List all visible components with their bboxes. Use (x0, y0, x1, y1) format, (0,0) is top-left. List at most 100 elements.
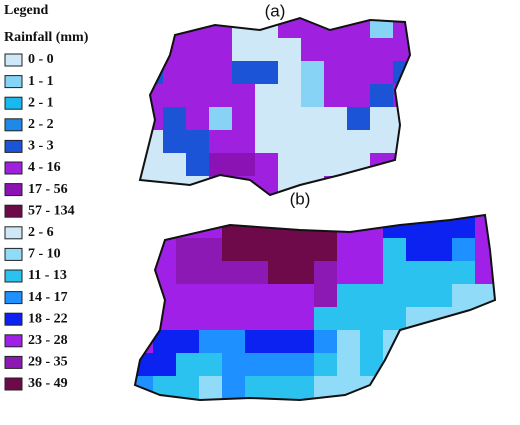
legend-label: 23 - 28 (28, 333, 68, 348)
map-cell (222, 376, 246, 400)
legend-subtitle: Rainfall (mm) (4, 30, 89, 45)
map-cell (337, 261, 361, 285)
map-cell (222, 284, 246, 308)
map-cell (291, 376, 315, 400)
map-cell (452, 376, 476, 400)
map-cell (186, 84, 210, 108)
legend-swatch (4, 312, 23, 326)
map-cell (324, 176, 348, 195)
map-cell (222, 330, 246, 354)
legend-swatch (4, 226, 23, 240)
map-cell (429, 284, 453, 308)
legend-swatch (4, 377, 23, 391)
map-cell (268, 261, 292, 285)
map-cell (360, 261, 384, 285)
map-cell (163, 130, 187, 154)
map-cell (301, 38, 325, 62)
legend-swatch (4, 355, 23, 369)
map-cell (314, 376, 338, 400)
map-cell (452, 284, 476, 308)
map-cell (176, 353, 200, 377)
map-cell (314, 330, 338, 354)
map-cell (429, 215, 453, 239)
map-cell (199, 376, 223, 400)
map-cell (153, 307, 177, 331)
map-cell (255, 84, 279, 108)
legend-label: 1 - 1 (28, 74, 54, 89)
map-cell (255, 38, 279, 62)
map-cell (324, 84, 348, 108)
map-cell (199, 238, 223, 262)
map-cell (370, 107, 394, 131)
map-cell (301, 153, 325, 177)
legend-title: Legend (4, 3, 49, 18)
map-cell (314, 307, 338, 331)
panel-label: (a) (265, 1, 286, 20)
legend-label: 29 - 35 (28, 355, 68, 370)
map-cell (135, 215, 154, 239)
map-cell (383, 376, 407, 400)
map-cell (255, 130, 279, 154)
legend-swatch (4, 247, 23, 261)
map-cell (163, 84, 187, 108)
legend-swatch (4, 161, 23, 175)
map-cell (291, 307, 315, 331)
map-cell (360, 353, 384, 377)
map-cell (291, 261, 315, 285)
legend-swatch (4, 96, 23, 110)
map-cell (153, 215, 177, 239)
legend-swatch (4, 118, 23, 132)
map-cell (278, 38, 302, 62)
map-cell (222, 307, 246, 331)
map-cell (393, 153, 410, 177)
map-cell (393, 176, 410, 195)
map-cell (291, 238, 315, 262)
map-cell (406, 215, 430, 239)
map-cell (232, 153, 256, 177)
map-cell (429, 353, 453, 377)
map-cell (163, 153, 187, 177)
map-cell (452, 353, 476, 377)
map-cell (140, 38, 164, 62)
map-cell (135, 330, 154, 354)
legend-label: 4 - 16 (28, 160, 61, 175)
map-cell (245, 238, 269, 262)
map-cell (140, 61, 164, 85)
legend-label: 0 - 0 (28, 52, 54, 67)
map-cell (245, 284, 269, 308)
map-cell (209, 153, 233, 177)
map-cell (176, 399, 200, 400)
map-cell (429, 376, 453, 400)
map-cell (347, 61, 371, 85)
map-cell (337, 238, 361, 262)
map-cell (475, 307, 495, 331)
map-cell (475, 238, 495, 262)
map-cell (383, 238, 407, 262)
map-cell (347, 130, 371, 154)
map-cell (347, 38, 371, 62)
map-cell (452, 330, 476, 354)
map-cell (475, 261, 495, 285)
map-cell (406, 353, 430, 377)
map-cell (370, 18, 394, 39)
map-cell (360, 238, 384, 262)
map-cell (301, 107, 325, 131)
map-cell (268, 215, 292, 239)
map-cell (245, 353, 269, 377)
map-cell (255, 176, 279, 195)
map-cell (268, 353, 292, 377)
legend-label: 2 - 6 (28, 225, 54, 240)
map-cell (393, 61, 410, 85)
map-a (140, 18, 410, 195)
map-cell (278, 84, 302, 108)
map-cell (337, 399, 361, 400)
legend-label: 7 - 10 (28, 247, 61, 262)
map-cell (255, 153, 279, 177)
map-cell (291, 215, 315, 239)
map-cell (245, 307, 269, 331)
legend-swatch (4, 139, 23, 153)
map-cell (209, 61, 233, 85)
map-cell (135, 261, 154, 285)
map-cell (360, 284, 384, 308)
map-cell (199, 307, 223, 331)
